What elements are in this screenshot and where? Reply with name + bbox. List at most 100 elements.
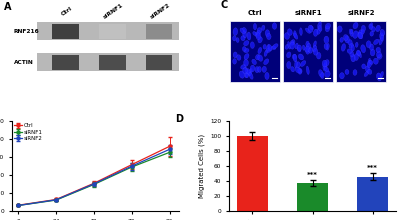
Ellipse shape <box>370 23 373 28</box>
Ellipse shape <box>361 45 366 53</box>
Ellipse shape <box>252 59 256 65</box>
Ellipse shape <box>284 33 290 39</box>
Ellipse shape <box>325 26 330 32</box>
Ellipse shape <box>253 23 257 30</box>
Ellipse shape <box>264 59 269 65</box>
Ellipse shape <box>267 44 270 51</box>
Text: Ctrl: Ctrl <box>248 10 262 16</box>
Ellipse shape <box>380 29 385 36</box>
Ellipse shape <box>358 51 362 58</box>
Ellipse shape <box>293 54 297 62</box>
Ellipse shape <box>316 52 321 59</box>
Ellipse shape <box>357 50 361 56</box>
Ellipse shape <box>257 28 262 33</box>
Ellipse shape <box>294 31 296 38</box>
Ellipse shape <box>350 29 353 34</box>
Ellipse shape <box>370 31 374 36</box>
Ellipse shape <box>244 48 249 53</box>
Ellipse shape <box>290 42 295 49</box>
Ellipse shape <box>306 41 309 47</box>
Ellipse shape <box>347 49 352 53</box>
Ellipse shape <box>337 26 342 32</box>
Ellipse shape <box>372 27 375 32</box>
Ellipse shape <box>310 26 313 30</box>
Ellipse shape <box>233 28 238 35</box>
Ellipse shape <box>351 54 356 62</box>
Ellipse shape <box>380 34 384 41</box>
Ellipse shape <box>355 42 358 47</box>
Ellipse shape <box>256 33 261 40</box>
Ellipse shape <box>295 67 300 73</box>
Ellipse shape <box>290 40 294 45</box>
Ellipse shape <box>376 25 380 32</box>
Ellipse shape <box>241 36 245 41</box>
Ellipse shape <box>325 71 330 77</box>
Ellipse shape <box>324 36 329 44</box>
Bar <box>99 24 126 38</box>
Ellipse shape <box>262 25 265 30</box>
Ellipse shape <box>361 30 364 33</box>
Ellipse shape <box>292 40 295 45</box>
Text: ***: *** <box>307 172 318 178</box>
Ellipse shape <box>298 54 304 60</box>
Ellipse shape <box>369 44 374 50</box>
Ellipse shape <box>249 68 252 76</box>
Text: ***: *** <box>367 165 378 171</box>
Ellipse shape <box>291 66 294 72</box>
Ellipse shape <box>349 29 353 37</box>
Ellipse shape <box>258 66 261 72</box>
Ellipse shape <box>345 69 349 75</box>
Ellipse shape <box>292 54 296 59</box>
Ellipse shape <box>250 42 254 48</box>
Ellipse shape <box>362 64 366 69</box>
Bar <box>99 55 126 70</box>
Ellipse shape <box>356 51 360 55</box>
Text: siRNF2: siRNF2 <box>347 10 375 16</box>
Ellipse shape <box>244 53 249 60</box>
Bar <box>336 20 386 82</box>
Ellipse shape <box>318 26 322 31</box>
Ellipse shape <box>295 43 298 49</box>
Ellipse shape <box>354 53 358 61</box>
Ellipse shape <box>353 31 358 38</box>
Ellipse shape <box>243 31 247 38</box>
Ellipse shape <box>376 47 380 53</box>
Ellipse shape <box>365 66 370 72</box>
Ellipse shape <box>256 54 260 60</box>
Ellipse shape <box>376 73 382 81</box>
Text: C: C <box>221 0 228 10</box>
Ellipse shape <box>243 28 247 32</box>
Bar <box>37 22 184 40</box>
Ellipse shape <box>258 47 262 54</box>
Ellipse shape <box>323 63 327 71</box>
Text: RNF216: RNF216 <box>14 29 40 34</box>
Ellipse shape <box>351 45 354 51</box>
Ellipse shape <box>305 28 310 33</box>
Ellipse shape <box>341 44 346 51</box>
Bar <box>52 24 79 38</box>
Ellipse shape <box>236 38 239 42</box>
Ellipse shape <box>272 23 277 29</box>
Ellipse shape <box>287 61 291 69</box>
Ellipse shape <box>364 71 369 77</box>
Bar <box>52 55 79 70</box>
Ellipse shape <box>302 45 305 50</box>
Ellipse shape <box>366 41 371 48</box>
Bar <box>146 55 172 70</box>
Ellipse shape <box>353 22 358 29</box>
Ellipse shape <box>377 54 382 59</box>
Ellipse shape <box>370 49 375 56</box>
Bar <box>357 177 388 211</box>
Ellipse shape <box>309 48 313 53</box>
Ellipse shape <box>241 64 246 69</box>
Ellipse shape <box>380 72 384 78</box>
Ellipse shape <box>247 70 251 75</box>
Ellipse shape <box>294 61 297 68</box>
Ellipse shape <box>245 73 248 78</box>
Ellipse shape <box>273 44 278 49</box>
Ellipse shape <box>258 55 263 61</box>
Ellipse shape <box>313 45 317 52</box>
Ellipse shape <box>324 67 329 72</box>
Ellipse shape <box>348 40 352 45</box>
Ellipse shape <box>265 30 270 37</box>
